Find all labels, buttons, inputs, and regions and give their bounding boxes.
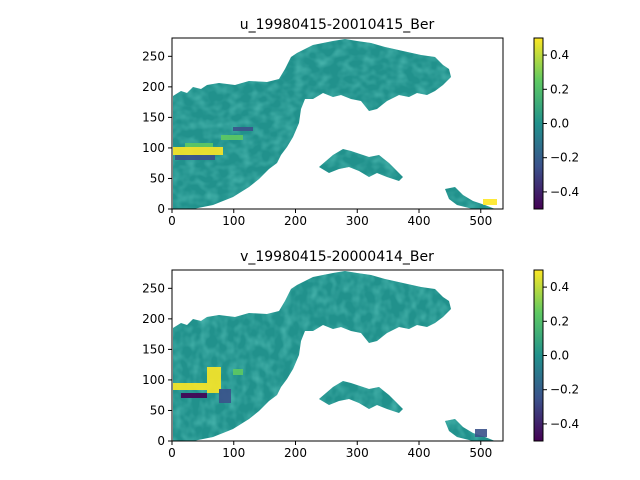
x-tick-label: 300 bbox=[346, 214, 369, 228]
x-tick-label: 200 bbox=[284, 446, 307, 460]
chart-panel-v: v_19980415-20000414_Ber 0 100 200 300 400 500… bbox=[142, 249, 579, 460]
y-tick-label: 250 bbox=[142, 281, 165, 295]
y-axis: 0 50 100 150 200 250 bbox=[142, 49, 172, 216]
anomaly-mark bbox=[185, 143, 213, 147]
colorbar: 0.4 0.2 0.0 −0.2 −0.4 bbox=[533, 269, 579, 442]
anomaly-mark bbox=[483, 199, 497, 205]
chart-title: u_19980415-20010415_Ber bbox=[240, 17, 435, 33]
anomaly-mark bbox=[181, 393, 207, 398]
plot-area bbox=[171, 37, 504, 210]
y-tick-label: 100 bbox=[142, 141, 165, 155]
y-tick-label: 250 bbox=[142, 49, 165, 63]
anomaly-mark bbox=[221, 135, 243, 140]
x-tick-label: 500 bbox=[469, 446, 492, 460]
x-tick-label: 400 bbox=[408, 446, 431, 460]
y-tick-label: 50 bbox=[150, 171, 165, 185]
x-tick-label: 0 bbox=[168, 446, 176, 460]
colorbar-tick-label: 0.2 bbox=[550, 314, 569, 328]
y-tick-label: 150 bbox=[142, 342, 165, 356]
colorbar-tick-label: 0.4 bbox=[550, 280, 569, 294]
x-tick-label: 400 bbox=[408, 214, 431, 228]
plot-frame bbox=[171, 37, 504, 210]
x-tick-label: 200 bbox=[284, 214, 307, 228]
colorbar-tick-label: −0.4 bbox=[550, 417, 579, 431]
x-tick-label: 100 bbox=[222, 446, 245, 460]
y-tick-label: 0 bbox=[157, 434, 165, 448]
anomaly-mark bbox=[175, 155, 215, 160]
chart-panel-u: u_19980415-20010415_Ber 0 100 200 300 400 500 bbox=[142, 17, 579, 228]
y-tick-label: 150 bbox=[142, 110, 165, 124]
colorbar-tick-label: 0.2 bbox=[550, 82, 569, 96]
anomaly-mark bbox=[207, 367, 221, 393]
chart-title: v_19980415-20000414_Ber bbox=[240, 249, 434, 265]
colorbar-tick-label: −0.2 bbox=[550, 151, 579, 165]
anomaly-mark bbox=[173, 383, 207, 390]
y-axis: 0 50 100 150 200 250 bbox=[142, 281, 172, 448]
anomaly-mark bbox=[475, 429, 487, 437]
colorbar: 0.4 0.2 0.0 −0.2 −0.4 bbox=[533, 37, 579, 210]
x-axis: 0 100 200 300 400 500 bbox=[168, 441, 492, 460]
colorbar-tick-label: 0.0 bbox=[550, 117, 569, 131]
colorbar-ticks: 0.4 0.2 0.0 −0.2 −0.4 bbox=[543, 48, 579, 199]
colorbar-tick-label: −0.2 bbox=[550, 383, 579, 397]
colorbar-tick-label: 0.4 bbox=[550, 48, 569, 62]
y-tick-label: 200 bbox=[142, 312, 165, 326]
x-tick-label: 0 bbox=[168, 214, 176, 228]
heatmap-field bbox=[173, 271, 495, 441]
colorbar-ticks: 0.4 0.2 0.0 −0.2 −0.4 bbox=[543, 280, 579, 431]
x-tick-label: 500 bbox=[469, 214, 492, 228]
heatmap-field bbox=[173, 39, 497, 209]
anomaly-mark bbox=[173, 147, 223, 155]
y-tick-label: 200 bbox=[142, 80, 165, 94]
colorbar-gradient bbox=[534, 270, 543, 441]
plot-area bbox=[171, 269, 504, 442]
y-tick-label: 50 bbox=[150, 403, 165, 417]
x-tick-label: 300 bbox=[346, 446, 369, 460]
y-tick-label: 100 bbox=[142, 373, 165, 387]
colorbar-gradient bbox=[534, 38, 543, 209]
x-tick-label: 100 bbox=[222, 214, 245, 228]
colorbar-tick-label: −0.4 bbox=[550, 185, 579, 199]
anomaly-mark bbox=[219, 389, 231, 403]
anomaly-mark bbox=[233, 369, 243, 375]
colorbar-tick-label: 0.0 bbox=[550, 349, 569, 363]
y-tick-label: 0 bbox=[157, 202, 165, 216]
anomaly-mark bbox=[233, 127, 253, 131]
x-axis: 0 100 200 300 400 500 bbox=[168, 209, 492, 228]
plot-frame bbox=[171, 269, 504, 442]
